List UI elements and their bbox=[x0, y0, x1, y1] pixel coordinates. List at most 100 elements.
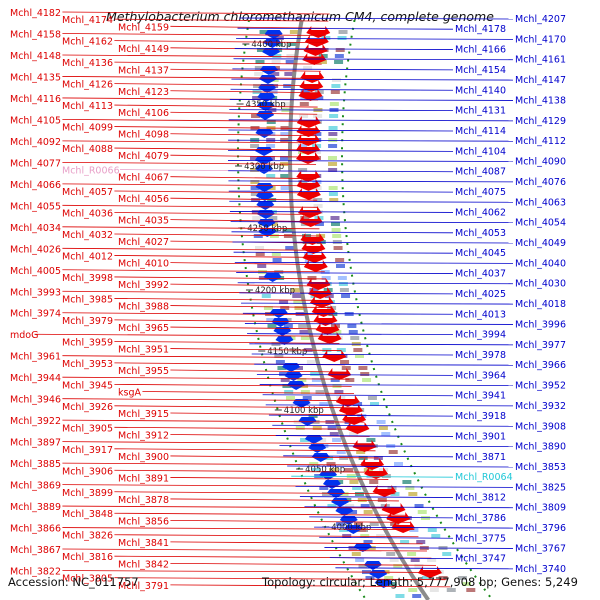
leader-line bbox=[114, 233, 321, 237]
feature-block bbox=[388, 450, 398, 454]
leader-line bbox=[228, 149, 454, 152]
gene-label-left: Mchl_4174 bbox=[62, 15, 113, 26]
feature-block bbox=[268, 216, 278, 220]
gene-label-left: Mchl_3878 bbox=[118, 495, 169, 506]
reverse-gene-arrow bbox=[258, 228, 277, 237]
feature-block bbox=[369, 480, 379, 484]
feature-block bbox=[266, 318, 276, 322]
gene-label-right: Mchl_3996 bbox=[515, 319, 566, 330]
feature-block bbox=[336, 348, 346, 352]
feature-block bbox=[266, 120, 276, 124]
leader-line bbox=[279, 445, 514, 448]
feature-block bbox=[254, 66, 264, 70]
feature-block bbox=[355, 558, 365, 562]
leader-line bbox=[170, 477, 389, 480]
feature-block bbox=[408, 492, 418, 496]
feature-block bbox=[337, 276, 347, 280]
feature-block bbox=[313, 114, 323, 118]
gene-label-right: Mchl_4076 bbox=[515, 177, 566, 188]
reverse-gene-arrow bbox=[264, 30, 283, 39]
feature-block bbox=[283, 228, 293, 232]
forward-gene-arrow bbox=[322, 350, 347, 362]
feature-block bbox=[329, 468, 339, 472]
leader-line bbox=[256, 373, 454, 376]
gene-label-left: Mchl_3816 bbox=[62, 552, 113, 563]
leader-line bbox=[244, 323, 514, 325]
feature-block bbox=[328, 162, 338, 166]
leader-line bbox=[228, 180, 514, 183]
gene-label-left: Mchl_4088 bbox=[62, 144, 113, 155]
feature-block bbox=[311, 378, 321, 382]
gene-label-right: Mchl_4129 bbox=[515, 116, 566, 127]
leader-line bbox=[114, 577, 446, 581]
feature-block bbox=[297, 378, 307, 382]
gene-label-right: Mchl_3966 bbox=[515, 360, 566, 371]
leader-line bbox=[114, 426, 367, 430]
feature-block bbox=[356, 450, 366, 454]
feature-block bbox=[302, 396, 312, 400]
gene-label-left: Mchl_4026 bbox=[10, 244, 61, 255]
feature-block bbox=[363, 510, 373, 514]
forward-gene-arrow bbox=[360, 458, 385, 470]
gene-label-left: Mchl_3866 bbox=[10, 524, 61, 535]
feature-block bbox=[298, 324, 308, 328]
leader-line bbox=[170, 348, 342, 351]
feature-block bbox=[438, 576, 448, 580]
gene-label-left: Mchl_3869 bbox=[10, 481, 61, 492]
gene-label-left: Mchl_3988 bbox=[118, 302, 169, 313]
kbp-tick-label: 4150 kbp bbox=[267, 347, 307, 357]
feature-block bbox=[308, 414, 318, 418]
feature-block bbox=[393, 564, 403, 568]
gene-label-left: Mchl_4159 bbox=[118, 22, 169, 33]
feature-block bbox=[270, 72, 280, 76]
gene-label-left: Mchl_4148 bbox=[10, 51, 61, 62]
forward-gene-arrow bbox=[301, 242, 326, 254]
gene-label-left: Mchl_4116 bbox=[10, 94, 61, 105]
forward-gene-arrow bbox=[300, 71, 325, 83]
leader-line bbox=[329, 557, 454, 560]
feature-block bbox=[317, 60, 327, 64]
gene-label-left: Mchl_3891 bbox=[118, 473, 169, 484]
leader-line bbox=[251, 353, 454, 356]
leader-line bbox=[239, 17, 514, 20]
leader-line bbox=[319, 536, 454, 539]
feature-block bbox=[320, 270, 330, 274]
gene-label-right: Mchl_3740 bbox=[515, 564, 566, 575]
feature-block bbox=[376, 420, 386, 424]
feature-block bbox=[335, 48, 345, 52]
feature-block bbox=[329, 102, 339, 106]
gene-label-left: Mchl_3965 bbox=[118, 323, 169, 334]
leader-line bbox=[229, 99, 514, 101]
gene-label-left: Mchl_3791 bbox=[118, 581, 169, 592]
gene-label-right: Mchl_4207 bbox=[515, 14, 566, 25]
gene-label-right: Mchl_3767 bbox=[515, 543, 566, 554]
leader-line bbox=[229, 200, 514, 203]
gene-label-right: Mchl_3978 bbox=[455, 350, 506, 361]
leader-line bbox=[62, 505, 403, 509]
feature-block bbox=[349, 480, 359, 484]
feature-block bbox=[462, 582, 472, 586]
leader-line bbox=[170, 562, 436, 566]
forward-gene-arrow bbox=[304, 35, 329, 47]
gene-label-left: Mchl_4182 bbox=[10, 8, 61, 19]
gene-label-right: Mchl_4138 bbox=[515, 95, 566, 106]
accession-label: Accession: NC_011757 bbox=[8, 575, 139, 589]
gene-label-left: Mchl_4055 bbox=[10, 201, 61, 212]
leader-line bbox=[62, 204, 318, 208]
feature-block bbox=[338, 30, 348, 34]
feature-block bbox=[261, 294, 271, 298]
leader-line bbox=[170, 455, 379, 459]
gene-label-left: Mchl_4067 bbox=[118, 173, 169, 184]
gene-label-right: Mchl_4037 bbox=[455, 269, 506, 280]
feature-block bbox=[329, 114, 339, 118]
gene-label-right: Mchl_3901 bbox=[455, 431, 506, 442]
leader-line bbox=[228, 170, 454, 173]
leader-line bbox=[114, 104, 318, 108]
feature-block bbox=[289, 30, 299, 34]
genome-backbone bbox=[288, 19, 430, 600]
leader-line bbox=[237, 282, 514, 285]
leader-line bbox=[232, 68, 454, 71]
gene-label-left: Mchl_3946 bbox=[10, 395, 61, 406]
leader-line bbox=[114, 61, 322, 65]
feature-block bbox=[328, 132, 338, 136]
